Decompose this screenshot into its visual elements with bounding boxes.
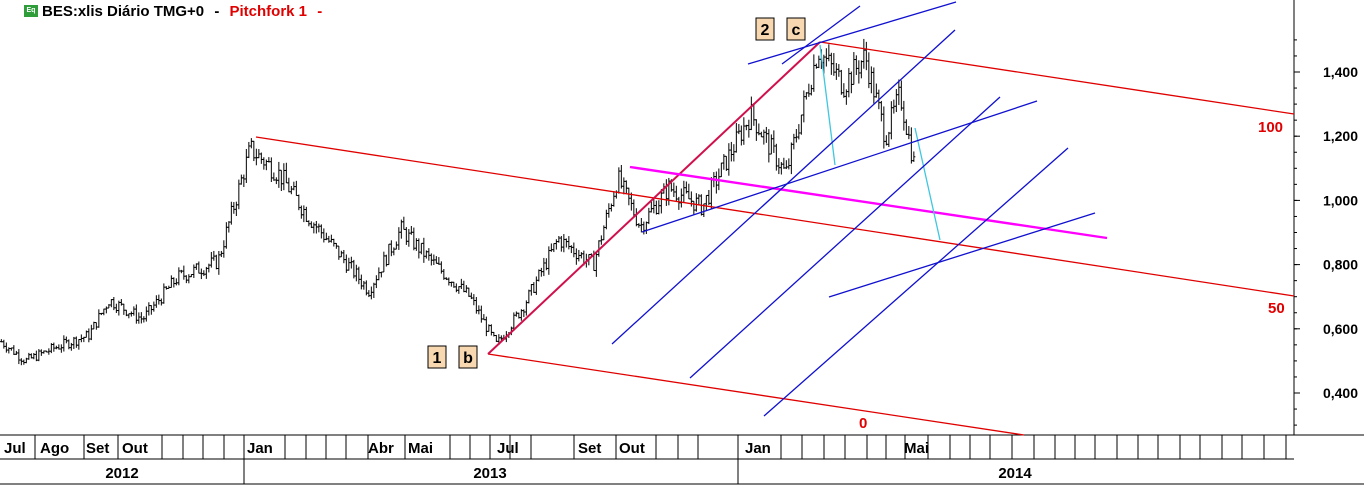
pitchfork-handle[interactable] [487,41,821,355]
y-tick-label: 0,400 [1323,385,1358,401]
price-bars [0,38,916,366]
year-label: 2012 [105,465,138,482]
svg-text:1: 1 [433,350,442,367]
pitchfork-median-line[interactable] [255,136,1295,297]
month-label: Ago [40,440,69,457]
pitchfork-level-100: 100 [1258,119,1283,136]
blue-diagonal-1[interactable] [611,29,956,345]
cyan-line-1[interactable] [819,44,836,166]
pitchfork-upper-tine[interactable] [819,41,1295,115]
symbol-title[interactable]: BES:xlis Diário TMG+0 [42,3,205,20]
blue-line-a[interactable] [781,5,861,65]
eq-icon[interactable]: Eq [24,5,38,17]
year-label: 2013 [473,465,506,482]
blue-channel-top[interactable] [747,1,957,65]
y-tick-label: 1,000 [1323,192,1358,208]
month-label: Jul [4,440,26,457]
separator: - [317,3,323,20]
wave-label-b[interactable]: b [458,345,478,369]
month-label: Jul [497,440,519,457]
svg-text:c: c [792,22,801,39]
svg-text:b: b [463,350,473,367]
blue-diagonal-3[interactable] [763,147,1069,417]
year-label: 2014 [998,465,1032,482]
month-label: Jan [247,440,273,457]
pitchfork-level-0: 0 [859,415,867,432]
drawing-tools[interactable] [255,1,1295,436]
ohlc-bar [912,151,916,162]
cyan-line-2[interactable] [914,127,941,241]
blue-diagonal-2[interactable] [689,96,1001,379]
annotations: 1 b 2 c 100 50 0 [427,17,1285,432]
wave-label-c[interactable]: c [786,17,806,41]
y-tick-label: 0,800 [1323,257,1358,273]
month-label: Mai [904,440,929,457]
y-tick-label: 1,400 [1323,64,1358,80]
pitchfork-level-50: 50 [1268,300,1285,317]
magenta-trend-line[interactable] [629,165,1108,240]
month-label: Jan [745,440,771,457]
y-tick-label: 0,600 [1323,321,1358,337]
month-label: Out [122,440,148,457]
pitchfork-lower-tine[interactable] [487,353,1025,436]
x-axis: Jul Ago Set Out Jan Abr Mai Jul Set Out Jan Mai 2012… [4,440,1032,482]
blue-fan-line-1[interactable] [641,100,1038,233]
study-name[interactable]: Pitchfork 1 [229,3,308,20]
month-label: Out [619,440,645,457]
chart-header: BES:xlis Diário TMG+0 - Pitchfork 1 - [42,3,322,20]
svg-text:2: 2 [761,22,770,39]
separator: - [214,3,220,20]
wave-label-1[interactable]: 1 [427,345,447,369]
month-label: Set [86,440,109,457]
month-label: Mai [408,440,433,457]
y-tick-label: 1,200 [1323,128,1358,144]
month-label: Set [578,440,601,457]
month-label: Abr [368,440,394,457]
wave-label-2[interactable]: 2 [755,17,775,41]
blue-fan-line-2[interactable] [828,212,1096,298]
month-grid [34,435,1287,484]
y-axis: 0,400 0,600 0,800 1,000 1,200 1,400 [1294,39,1358,426]
